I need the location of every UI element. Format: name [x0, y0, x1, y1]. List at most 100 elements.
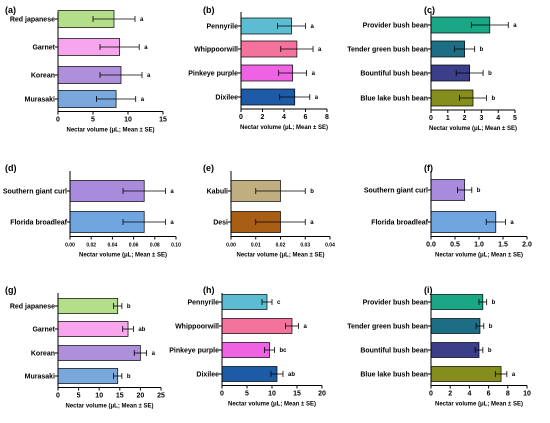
x-tick-label: 4: [467, 391, 471, 398]
x-tick-label: 0.10: [171, 243, 181, 249]
chart-panel-h: (h) Pennyrile c Whippoorwill a Pinkeye purple…: [169, 285, 326, 408]
x-tick-label: 3: [479, 115, 483, 122]
x-tick-label: 4: [496, 115, 500, 122]
chart-panel-e: (e) Kabuli b Desi a 0.00 0.01 0.02 0.03 0.04Necta…: [203, 163, 335, 259]
x-tick-label: 0.03: [300, 243, 310, 249]
x-tick-label: 0.04: [325, 243, 335, 249]
x-tick-label: 0.00: [65, 243, 75, 249]
x-tick-label: 10: [124, 117, 132, 124]
significance-letter: ab: [138, 327, 145, 333]
x-tick-label: 2: [448, 391, 452, 398]
x-tick-label: 0: [56, 393, 60, 400]
panel-label: (h): [203, 285, 215, 295]
chart-panel-i: (i) Provider bush bean b Tender green bush …: [347, 285, 531, 408]
category-label: Murasaki: [25, 97, 55, 104]
category-label: Provider bush bean: [363, 300, 428, 307]
bar: [221, 342, 270, 358]
category-label: Korean: [31, 73, 55, 80]
panel-label: (i): [424, 285, 433, 295]
x-tick-label: 4: [282, 114, 286, 121]
chart-panel-f: (f) Southern giant curl b Florida broadleaf…: [364, 163, 532, 259]
x-tick-label: 15: [293, 391, 301, 398]
category-label: Bountiful bush bean: [360, 348, 428, 355]
x-tick-label: 0: [56, 117, 60, 124]
x-axis-title: Nectar volume (μL; Mean ± SE): [66, 404, 154, 410]
x-axis-title: Nectar volume (μL; Mean ± SE): [240, 125, 328, 131]
bar: [221, 366, 278, 382]
panel-label: (d): [5, 163, 17, 173]
significance-letter: a: [144, 45, 148, 51]
x-tick-label: 2: [261, 114, 265, 121]
x-tick-label: 15: [116, 393, 124, 400]
x-axis-title: Nectar volume (μL; Mean ± SE): [228, 402, 316, 408]
category-label: Red japanese: [10, 304, 55, 311]
x-tick-label: 5: [245, 391, 249, 398]
category-label: Florida broadleaf: [10, 220, 67, 227]
significance-letter: a: [318, 47, 322, 53]
significance-letter: b: [310, 189, 314, 195]
x-tick-label: 0.04: [108, 243, 118, 249]
significance-letter: a: [304, 324, 308, 330]
significance-letter: c: [277, 300, 281, 306]
chart-panel-d: (d) Southern giant curl a Florida broadleaf…: [3, 163, 181, 259]
x-tick-label: 20: [137, 393, 145, 400]
x-tick-label: 0: [239, 114, 243, 121]
significance-letter: a: [152, 351, 156, 357]
significance-letter: a: [513, 23, 517, 29]
x-tick-label: 2.0: [522, 242, 532, 249]
significance-letter: b: [127, 374, 131, 380]
x-tick-label: 5: [91, 117, 95, 124]
category-label: Kabuli: [207, 189, 228, 196]
significance-letter: b: [492, 300, 496, 306]
category-label: Pinkeye purple: [188, 71, 238, 78]
x-tick-label: 0: [429, 115, 433, 122]
x-tick-label: 6: [304, 114, 308, 121]
x-tick-label: 0.01: [251, 243, 261, 249]
x-tick-label: 10: [523, 391, 531, 398]
significance-letter: b: [488, 71, 492, 77]
x-tick-label: 0.02: [276, 243, 286, 249]
significance-letter: a: [510, 220, 514, 226]
category-label: Whippoorwill: [175, 324, 219, 331]
x-tick-label: 25: [157, 393, 165, 400]
category-label: Dixilee: [196, 372, 219, 379]
category-label: Garnet: [32, 45, 55, 52]
x-tick-label: 5: [77, 393, 81, 400]
category-label: Pennyrile: [187, 300, 219, 307]
panel-label: (a): [5, 5, 16, 15]
category-label: Dixilee: [215, 95, 238, 102]
panel-label: (b): [203, 5, 215, 15]
x-tick-label: 8: [506, 391, 510, 398]
x-tick-label: 2: [463, 115, 467, 122]
x-tick-label: 1.0: [474, 242, 484, 249]
x-axis-title: Nectar volume (μL; Mean ± SE): [237, 253, 325, 259]
significance-letter: a: [141, 97, 145, 103]
category-label: Provider bush bean: [363, 23, 428, 30]
category-label: Florida broadleaf: [371, 220, 428, 227]
significance-letter: a: [170, 220, 174, 226]
x-tick-label: 15: [159, 117, 167, 124]
significance-letter: a: [315, 95, 319, 101]
bar: [57, 298, 119, 314]
significance-letter: a: [310, 220, 314, 226]
category-label: Korean: [31, 351, 55, 358]
x-tick-label: 0.00: [226, 243, 236, 249]
significance-letter: b: [488, 348, 492, 354]
x-tick-label: 20: [318, 391, 326, 398]
x-tick-label: 0.5: [450, 242, 460, 249]
chart-panel-c: (c) Provider bush bean a Tender green bush …: [347, 5, 517, 132]
category-label: Bountiful bush bean: [360, 71, 428, 78]
significance-letter: a: [312, 71, 316, 77]
bar: [430, 318, 481, 334]
x-tick-label: 0.06: [129, 243, 139, 249]
category-label: Red japanese: [10, 17, 55, 24]
category-label: Pennyrile: [206, 24, 238, 31]
significance-letter: b: [477, 188, 481, 194]
chart-panel-g: (g) Red japanese b Garnet ab Korean a Murasaki b…: [5, 285, 165, 410]
x-tick-label: 1: [446, 115, 450, 122]
x-tick-label: 10: [95, 393, 103, 400]
significance-letter: b: [489, 324, 493, 330]
x-tick-label: 0.08: [150, 243, 160, 249]
bar: [430, 342, 480, 358]
